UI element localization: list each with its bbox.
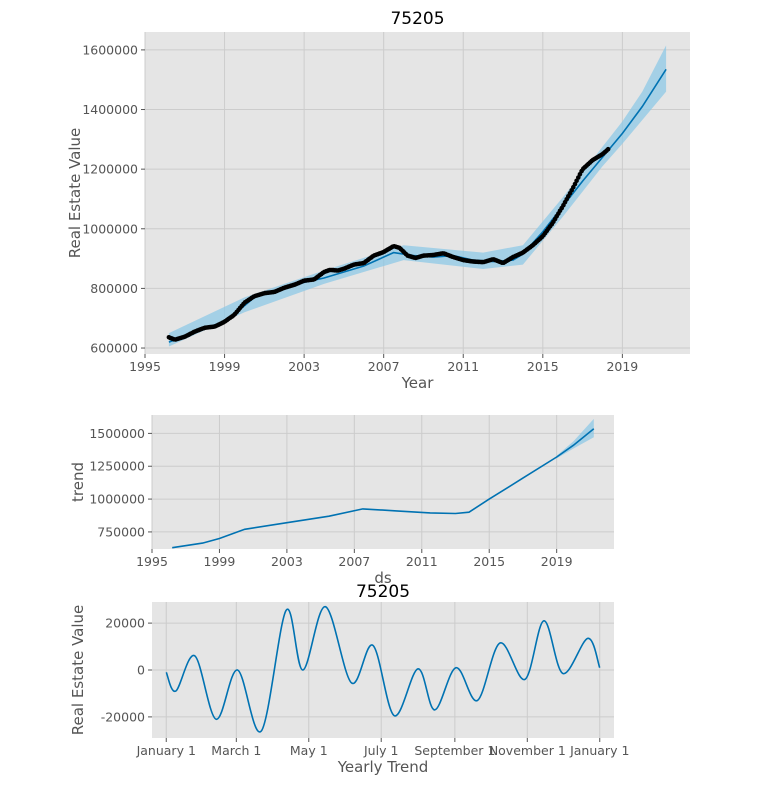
trend-y-axis-label: trend (69, 462, 87, 502)
main-forecast-y-axis-label: Real Estate Value (66, 128, 84, 259)
main-forecast-x-tick-label: 1999 (209, 359, 241, 374)
main-forecast-x-tick-label: 1995 (129, 359, 161, 374)
trend-x-tick-label: 1999 (204, 554, 236, 569)
trend-x-tick-label: 1995 (136, 554, 168, 569)
trend-data-layer (172, 418, 595, 549)
trend-trend-line (172, 428, 595, 549)
yearly-yearly-line (165, 605, 601, 733)
main-forecast-y-tick-label: 1600000 (82, 42, 138, 57)
yearly-x-tick-label: January 1 (136, 743, 196, 758)
trend-chart: 1995 1999 2003 2007 2011 2015 2019 750000 100000… (69, 415, 614, 587)
main-forecast-y-tick-label: 1000000 (82, 221, 138, 236)
main-forecast-y-tick-label: 800000 (90, 281, 138, 296)
trend-y-tick-label: 1000000 (89, 492, 145, 507)
yearly-x-tick-label: July 1 (363, 743, 398, 758)
main-forecast-x-tick-label: 2011 (447, 359, 479, 374)
yearly-y-tick-label: 20000 (105, 616, 145, 631)
yearly-x-tick-label: September 1 (414, 743, 495, 758)
trend-x-tick-label: 2019 (541, 554, 573, 569)
trend-y-tick-label: 750000 (97, 524, 145, 539)
yearly-data-layer (165, 605, 601, 733)
yearly-x-axis-label: Yearly Trend (337, 758, 429, 776)
yearly-y-tick-label: -20000 (101, 709, 145, 724)
main-forecast-y-tick-label: 1200000 (82, 162, 138, 177)
yearly-x-tick-label: May 1 (290, 743, 328, 758)
main-forecast-x-axis-label: Year (401, 374, 435, 392)
yearly-x-tick-label: January 1 (569, 743, 629, 758)
trend-x-tick-label: 2015 (473, 554, 505, 569)
trend-x-axis-label: ds (374, 569, 392, 587)
main-forecast-title: 75205 (390, 9, 444, 29)
main-forecast-x-tick-label: 2015 (527, 359, 559, 374)
yearly-title: 75205 (356, 582, 410, 602)
yearly-y-axis-label: Real Estate Value (69, 605, 87, 736)
trend-x-tick-label: 2003 (271, 554, 303, 569)
main-forecast-x-tick-label: 2003 (288, 359, 320, 374)
trend-uncertainty-band (556, 418, 594, 459)
main-forecast-data-layer (166, 45, 667, 347)
main-forecast-x-tick-label: 2019 (606, 359, 638, 374)
main-forecast-chart: 1995 1999 2003 2007 2011 2015 2019 600000 800000… (66, 9, 690, 392)
yearly-x-tick-label: March 1 (211, 743, 261, 758)
trend-y-tick-label: 1500000 (89, 426, 145, 441)
yearly-x-tick-label: November 1 (489, 743, 566, 758)
trend-x-tick-label: 2011 (406, 554, 438, 569)
observed-points (166, 146, 611, 342)
main-forecast-y-tick-label: 600000 (90, 341, 138, 356)
trend-plot-area (152, 415, 614, 549)
observed-point (605, 146, 611, 152)
main-forecast-y-tick-label: 1400000 (82, 102, 138, 117)
main-forecast-plot-area (145, 32, 690, 354)
trend-y-tick-label: 1250000 (89, 459, 145, 474)
yearly-y-tick-label: 0 (137, 663, 145, 678)
trend-x-tick-label: 2007 (338, 554, 370, 569)
main-forecast-x-tick-label: 2007 (368, 359, 400, 374)
yearly-chart: January 1 March 1 May 1 July 1 September 1No… (69, 582, 629, 776)
